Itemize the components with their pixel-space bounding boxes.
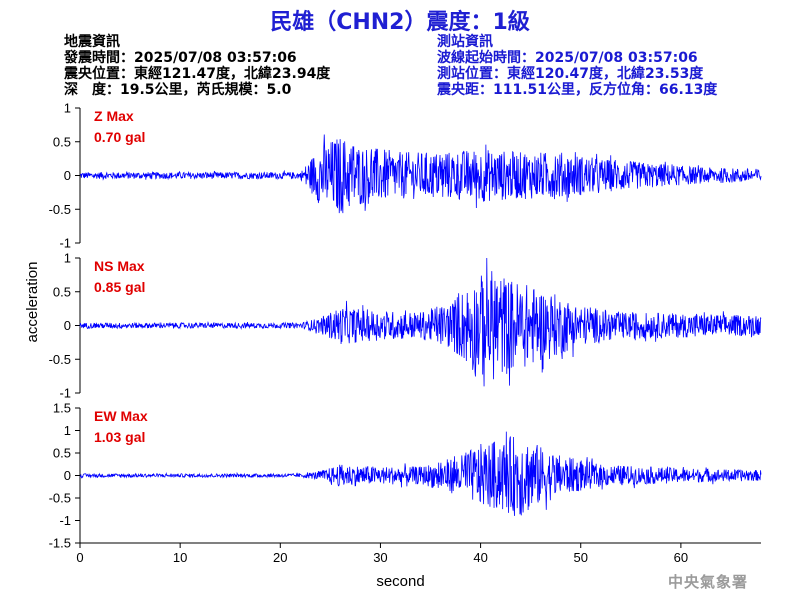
y-tick-label-EW: 0.5 [53,446,71,461]
earthquake-info: 地震資訊 發震時間：2025/07/08 03:57:06 震央位置：東經121.4… [64,34,330,98]
agency-watermark: 中央氣象署 [667,573,748,591]
max-label-Z: Z Max [94,108,134,124]
x-tick-label: 60 [674,550,688,565]
y-tick-label-NS: -0.5 [49,352,71,367]
y-tick-label-EW: -1.5 [49,536,71,551]
x-tick-label: 10 [173,550,187,565]
x-tick-label: 20 [273,550,287,565]
max-label-EW: EW Max [94,408,148,424]
y-axis-label: acceleration [24,262,41,343]
station-info-heading: 測站資訊 [437,34,493,50]
wave-start-time: 波線起始時間：2025/07/08 03:57:06 [437,50,698,66]
max-value-NS: 0.85 gal [94,279,145,295]
x-axis-label: second [376,573,424,590]
y-tick-label-Z: -0.5 [49,202,71,217]
y-tick-label-Z: 0.5 [53,134,71,149]
origin-time: 發震時間：2025/07/08 03:57:06 [64,50,297,66]
y-tick-label-Z: -1 [59,236,71,251]
station-info: 測站資訊 波線起始時間：2025/07/08 03:57:06 測站位置：東經120… [437,34,717,98]
epicentral-distance: 震央距：111.51公里，反方位角：66.13度 [437,82,718,98]
y-tick-label-NS: 0.5 [53,284,71,299]
y-tick-label-NS: 1 [64,251,71,266]
x-tick-label: 50 [574,550,588,565]
x-tick-label: 0 [76,550,83,565]
x-tick-label: 40 [473,550,487,565]
y-tick-label-EW: 1.5 [53,401,71,416]
station-location: 測站位置：東經120.47度，北緯23.53度 [437,66,704,82]
page-title: 民雄（CHN2）震度：1級 [270,10,530,35]
y-tick-label-NS: 0 [64,318,71,333]
max-label-NS: NS Max [94,258,145,274]
y-tick-label-Z: 0 [64,168,71,183]
y-tick-label-EW: 1 [64,423,71,438]
earthquake-info-heading: 地震資訊 [64,34,120,50]
y-tick-label-EW: -1 [59,513,71,528]
y-tick-label-Z: 1 [64,101,71,116]
waveform-Z [79,134,762,214]
max-value-EW: 1.03 gal [94,429,145,445]
x-tick-label: 30 [373,550,387,565]
epicenter-location: 震央位置：東經121.47度，北緯23.94度 [64,66,331,82]
y-tick-label-EW: 0 [64,468,71,483]
max-value-Z: 0.70 gal [94,129,145,145]
y-tick-label-EW: -0.5 [49,491,71,506]
y-tick-label-NS: -1 [59,386,71,401]
waveform-NS [79,257,762,387]
depth-magnitude: 深 度：19.5公里，芮氏規模：5.0 [64,82,292,98]
waveform-EW [79,431,762,516]
